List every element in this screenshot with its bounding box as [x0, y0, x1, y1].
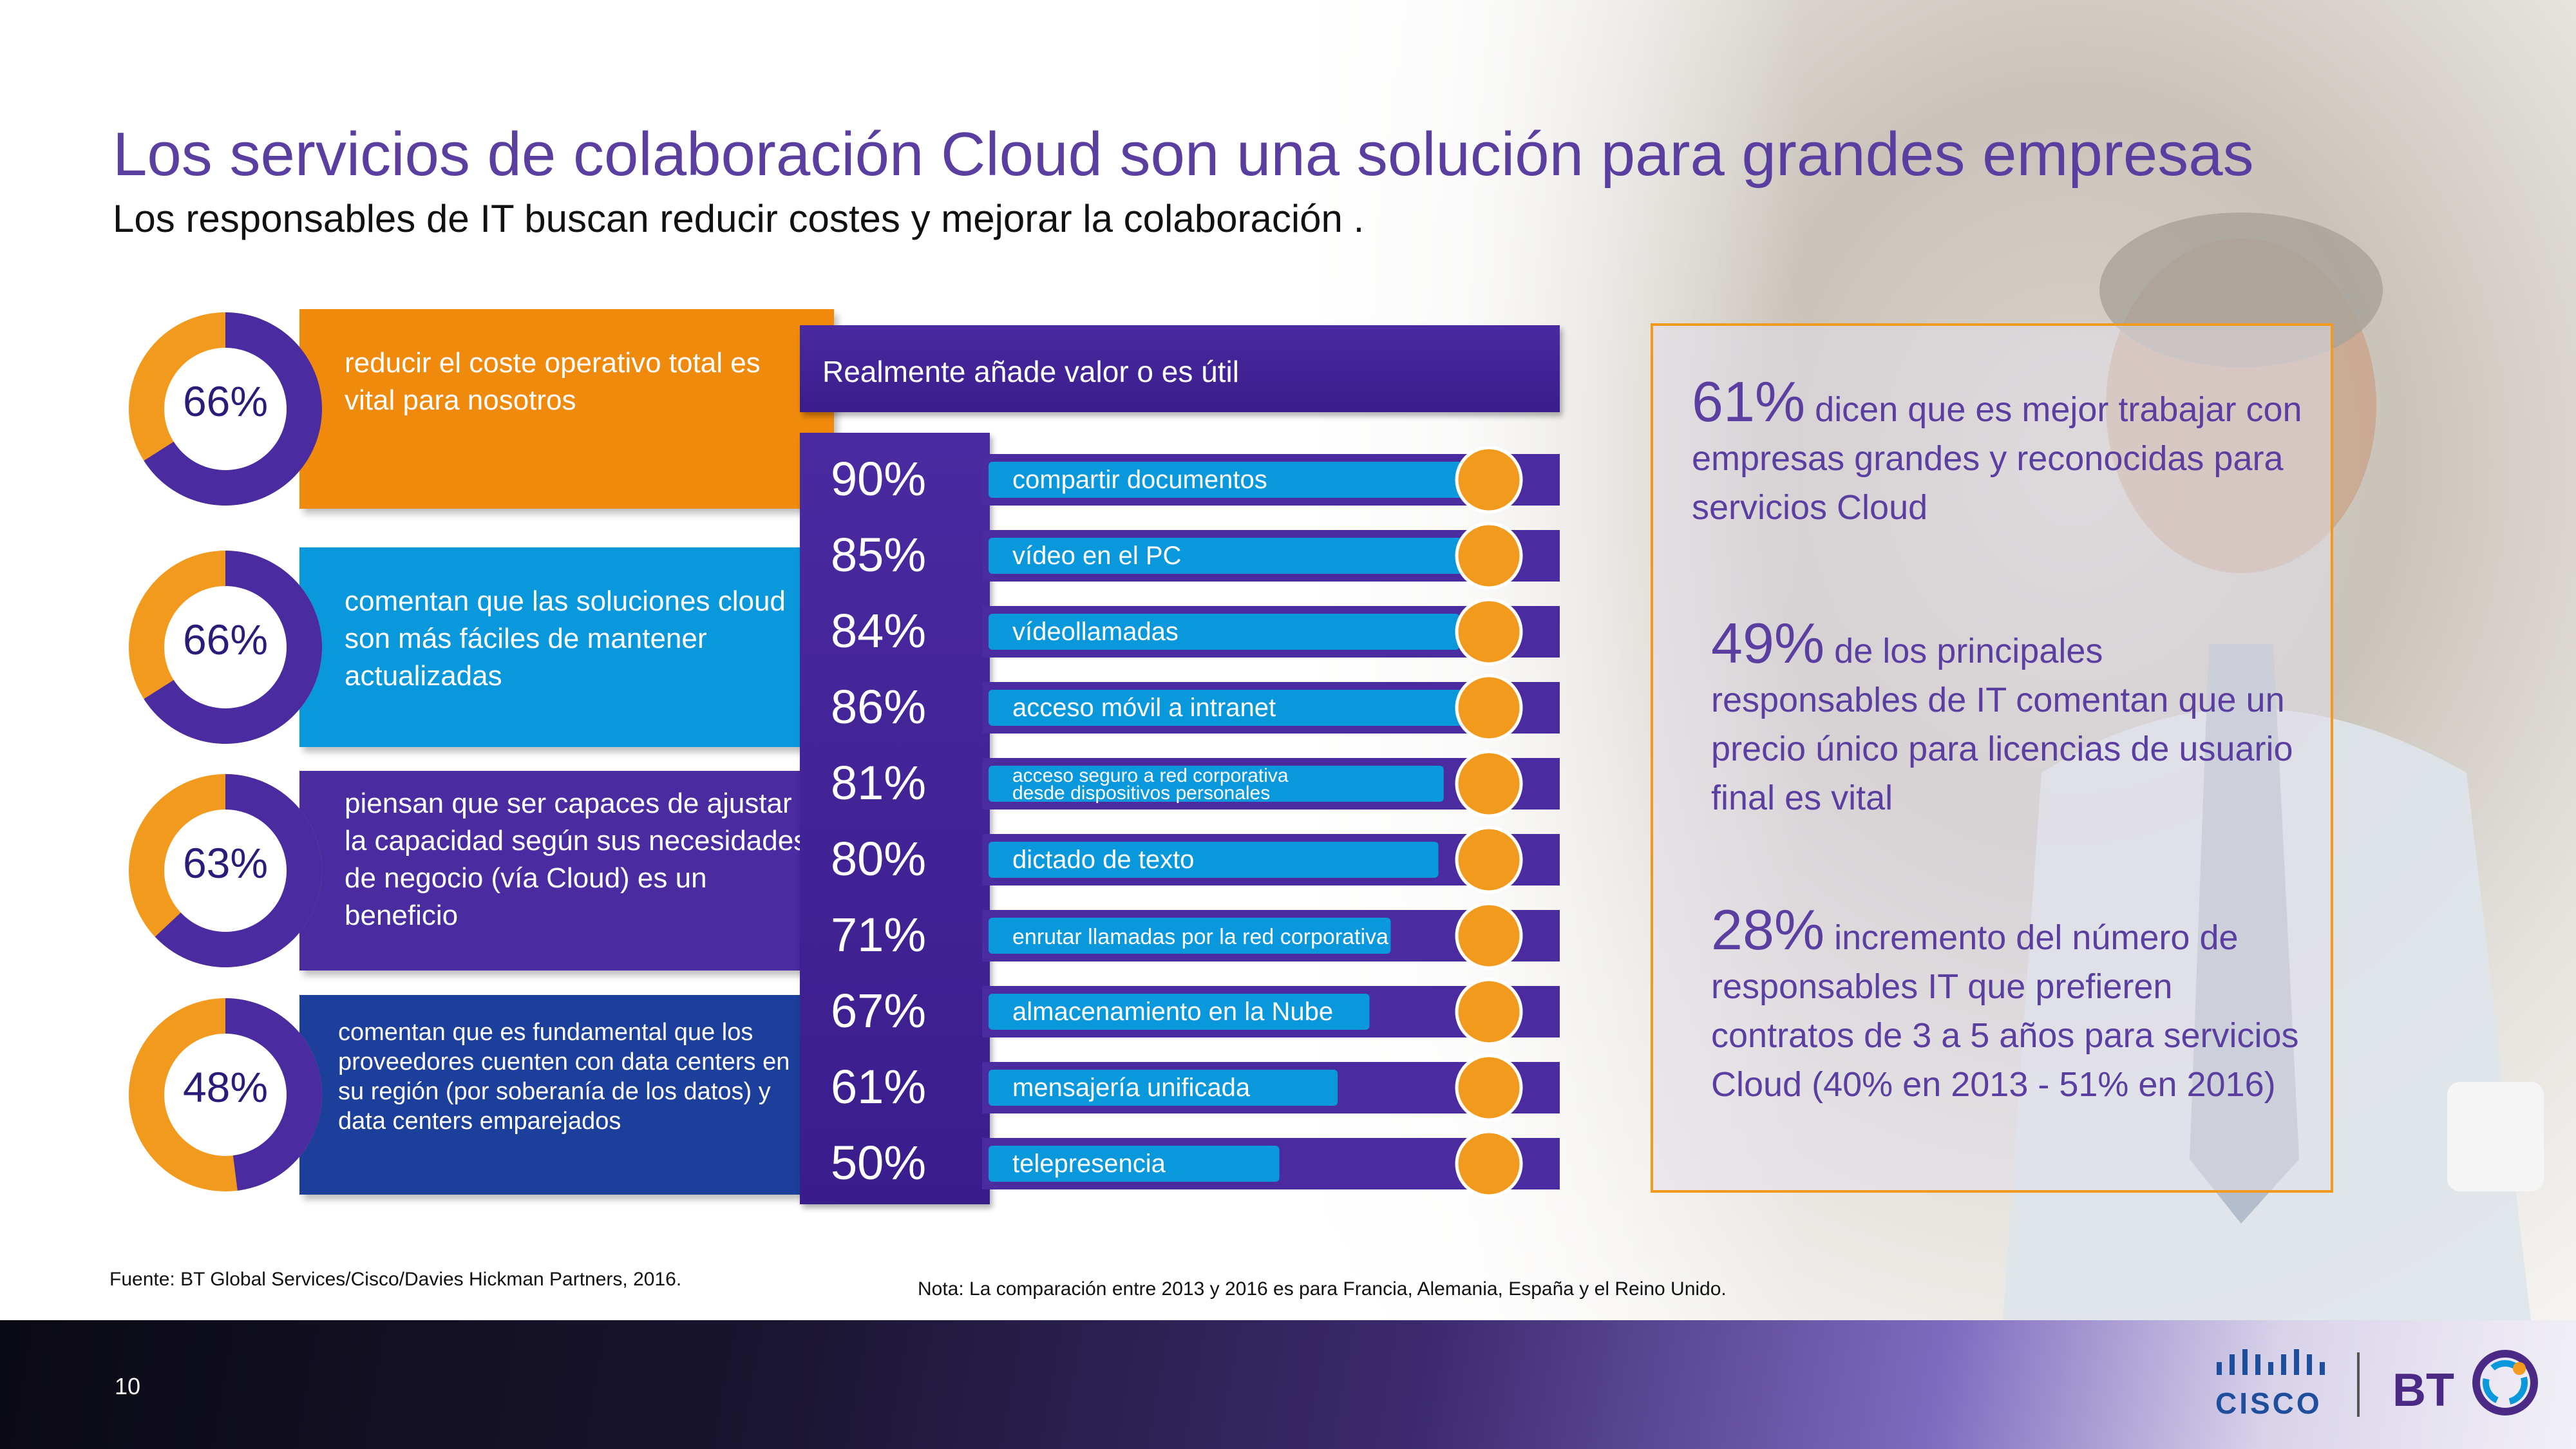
- stat-box-3: piensan que ser capaces de ajustar la ca…: [299, 771, 834, 971]
- donut-chart-1: [129, 312, 322, 506]
- comparison-note: Nota: La comparación entre 2013 y 2016 e…: [918, 1278, 1727, 1300]
- facts-card: 61% dicen que es mejor trabajar con empr…: [1651, 323, 2333, 1193]
- bar: [989, 538, 1465, 574]
- bar-label: dictado de texto: [1012, 846, 1194, 874]
- fact-3-value: 28%: [1711, 898, 1825, 961]
- value-label: 84%: [831, 604, 926, 658]
- cisco-logo-text: CISCO: [2215, 1387, 2322, 1420]
- value-label: 80%: [831, 832, 926, 886]
- bar: [989, 842, 1439, 878]
- bar: [989, 918, 1391, 954]
- donut-pct-4: 48%: [182, 1063, 269, 1111]
- donut-hole: [164, 810, 287, 932]
- stat-text-4: comentan que es fundamental que los prov…: [338, 1019, 790, 1135]
- stat-text-2: comentan que las soluciones cloud son má…: [345, 585, 786, 692]
- stat-row-2: comentan que las soluciones cloud son má…: [126, 547, 834, 747]
- page-title: Los servicios de colaboración Cloud son …: [113, 120, 2254, 189]
- bar-label: mensajería unificada: [1012, 1074, 1251, 1102]
- fact-1-value: 61%: [1692, 370, 1806, 433]
- fact-3: 28% incremento del número de responsable…: [1711, 902, 2310, 1109]
- stat-row-4: comentan que es fundamental que los prov…: [126, 995, 834, 1195]
- bar: [989, 690, 1470, 726]
- bar: [989, 462, 1492, 498]
- bt-logo-text: BT: [2392, 1365, 2454, 1416]
- bar-marker: [1455, 1054, 1523, 1122]
- value-label: 81%: [831, 756, 926, 810]
- value-label: 85%: [831, 528, 926, 582]
- bar-marker: [1455, 1130, 1523, 1198]
- page-number: 10: [115, 1373, 141, 1399]
- cisco-bt-logos: [2217, 1349, 2538, 1417]
- bar-marker: [1455, 826, 1523, 894]
- fact-1: 61% dicen que es mejor trabajar con empr…: [1692, 374, 2310, 532]
- fact-2: 49% de los principales responsables de I…: [1711, 615, 2304, 822]
- fact-2-value: 49%: [1711, 611, 1825, 675]
- bar-marker: [1455, 978, 1523, 1046]
- donut-chart-3: [129, 774, 322, 967]
- value-label: 61%: [831, 1060, 926, 1113]
- value-label: 86%: [831, 680, 926, 734]
- donut-pct-3: 63%: [182, 839, 269, 887]
- bar-marker: [1455, 598, 1523, 666]
- bar-label: vídeo en el PC: [1012, 542, 1181, 570]
- stat-text-3: piensan que ser capaces de ajustar la ca…: [345, 788, 808, 931]
- donut-pct-1: 66%: [182, 377, 269, 425]
- bar-marker: [1455, 902, 1523, 970]
- value-label: 71%: [831, 908, 926, 961]
- donut-chart-2: [129, 551, 322, 744]
- stat-row-3: piensan que ser capaces de ajustar la ca…: [126, 771, 834, 971]
- value-label-column: [800, 433, 990, 1204]
- bar-label: almacenamiento en la Nube: [1012, 998, 1333, 1026]
- bar-label: desde dispositivos personales: [1012, 782, 1270, 804]
- bar-label: telepresencia: [1012, 1150, 1166, 1178]
- bar-marker: [1455, 522, 1523, 590]
- donut-hole: [164, 1034, 287, 1156]
- fact-2-text: de los principales responsables de IT co…: [1711, 632, 2293, 817]
- stat-row-1: reducir el coste operativo total es vita…: [126, 309, 834, 509]
- bar: [989, 1070, 1338, 1106]
- page-subtitle: Los responsables de IT buscan reducir co…: [113, 197, 1365, 240]
- bar-label: acceso seguro a red corporativa: [1012, 765, 1289, 786]
- value-label: 50%: [831, 1136, 926, 1189]
- bar-label: acceso móvil a intranet: [1012, 694, 1276, 722]
- donut-chart-4: [129, 998, 323, 1191]
- value-label: 90%: [831, 452, 926, 506]
- bar-label: vídeollamadas: [1012, 618, 1179, 646]
- source-note: Fuente: BT Global Services/Cisco/Davies …: [109, 1269, 682, 1290]
- bar-marker: [1455, 674, 1523, 742]
- bar-label: enrutar llamadas por la red corporativa: [1012, 925, 1388, 949]
- donut-hole: [164, 586, 287, 708]
- donut-pct-2: 66%: [182, 616, 269, 663]
- donut-hole: [164, 348, 287, 470]
- bar-marker: [1455, 446, 1523, 514]
- bar: [989, 766, 1444, 802]
- footer-band: [0, 1320, 2576, 1449]
- bar-label: compartir documentos: [1012, 466, 1267, 494]
- value-label: 67%: [831, 984, 926, 1037]
- bar: [989, 1146, 1280, 1182]
- stat-box-2: comentan que las soluciones cloud son má…: [299, 547, 834, 747]
- stat-box-4: comentan que es fundamental que los prov…: [299, 995, 834, 1195]
- stat-text-1: reducir el coste operativo total es vita…: [345, 347, 761, 416]
- fact-3-text: incremento del número de responsables IT…: [1711, 918, 2299, 1104]
- chart-title: Realmente añade valor o es útil: [800, 325, 1560, 412]
- fact-1-text: dicen que es mejor trabajar con empresas…: [1692, 390, 2302, 527]
- bar: [989, 994, 1370, 1030]
- bar: [989, 614, 1460, 650]
- stat-box-1: reducir el coste operativo total es vita…: [299, 309, 834, 509]
- bar-marker: [1455, 750, 1523, 818]
